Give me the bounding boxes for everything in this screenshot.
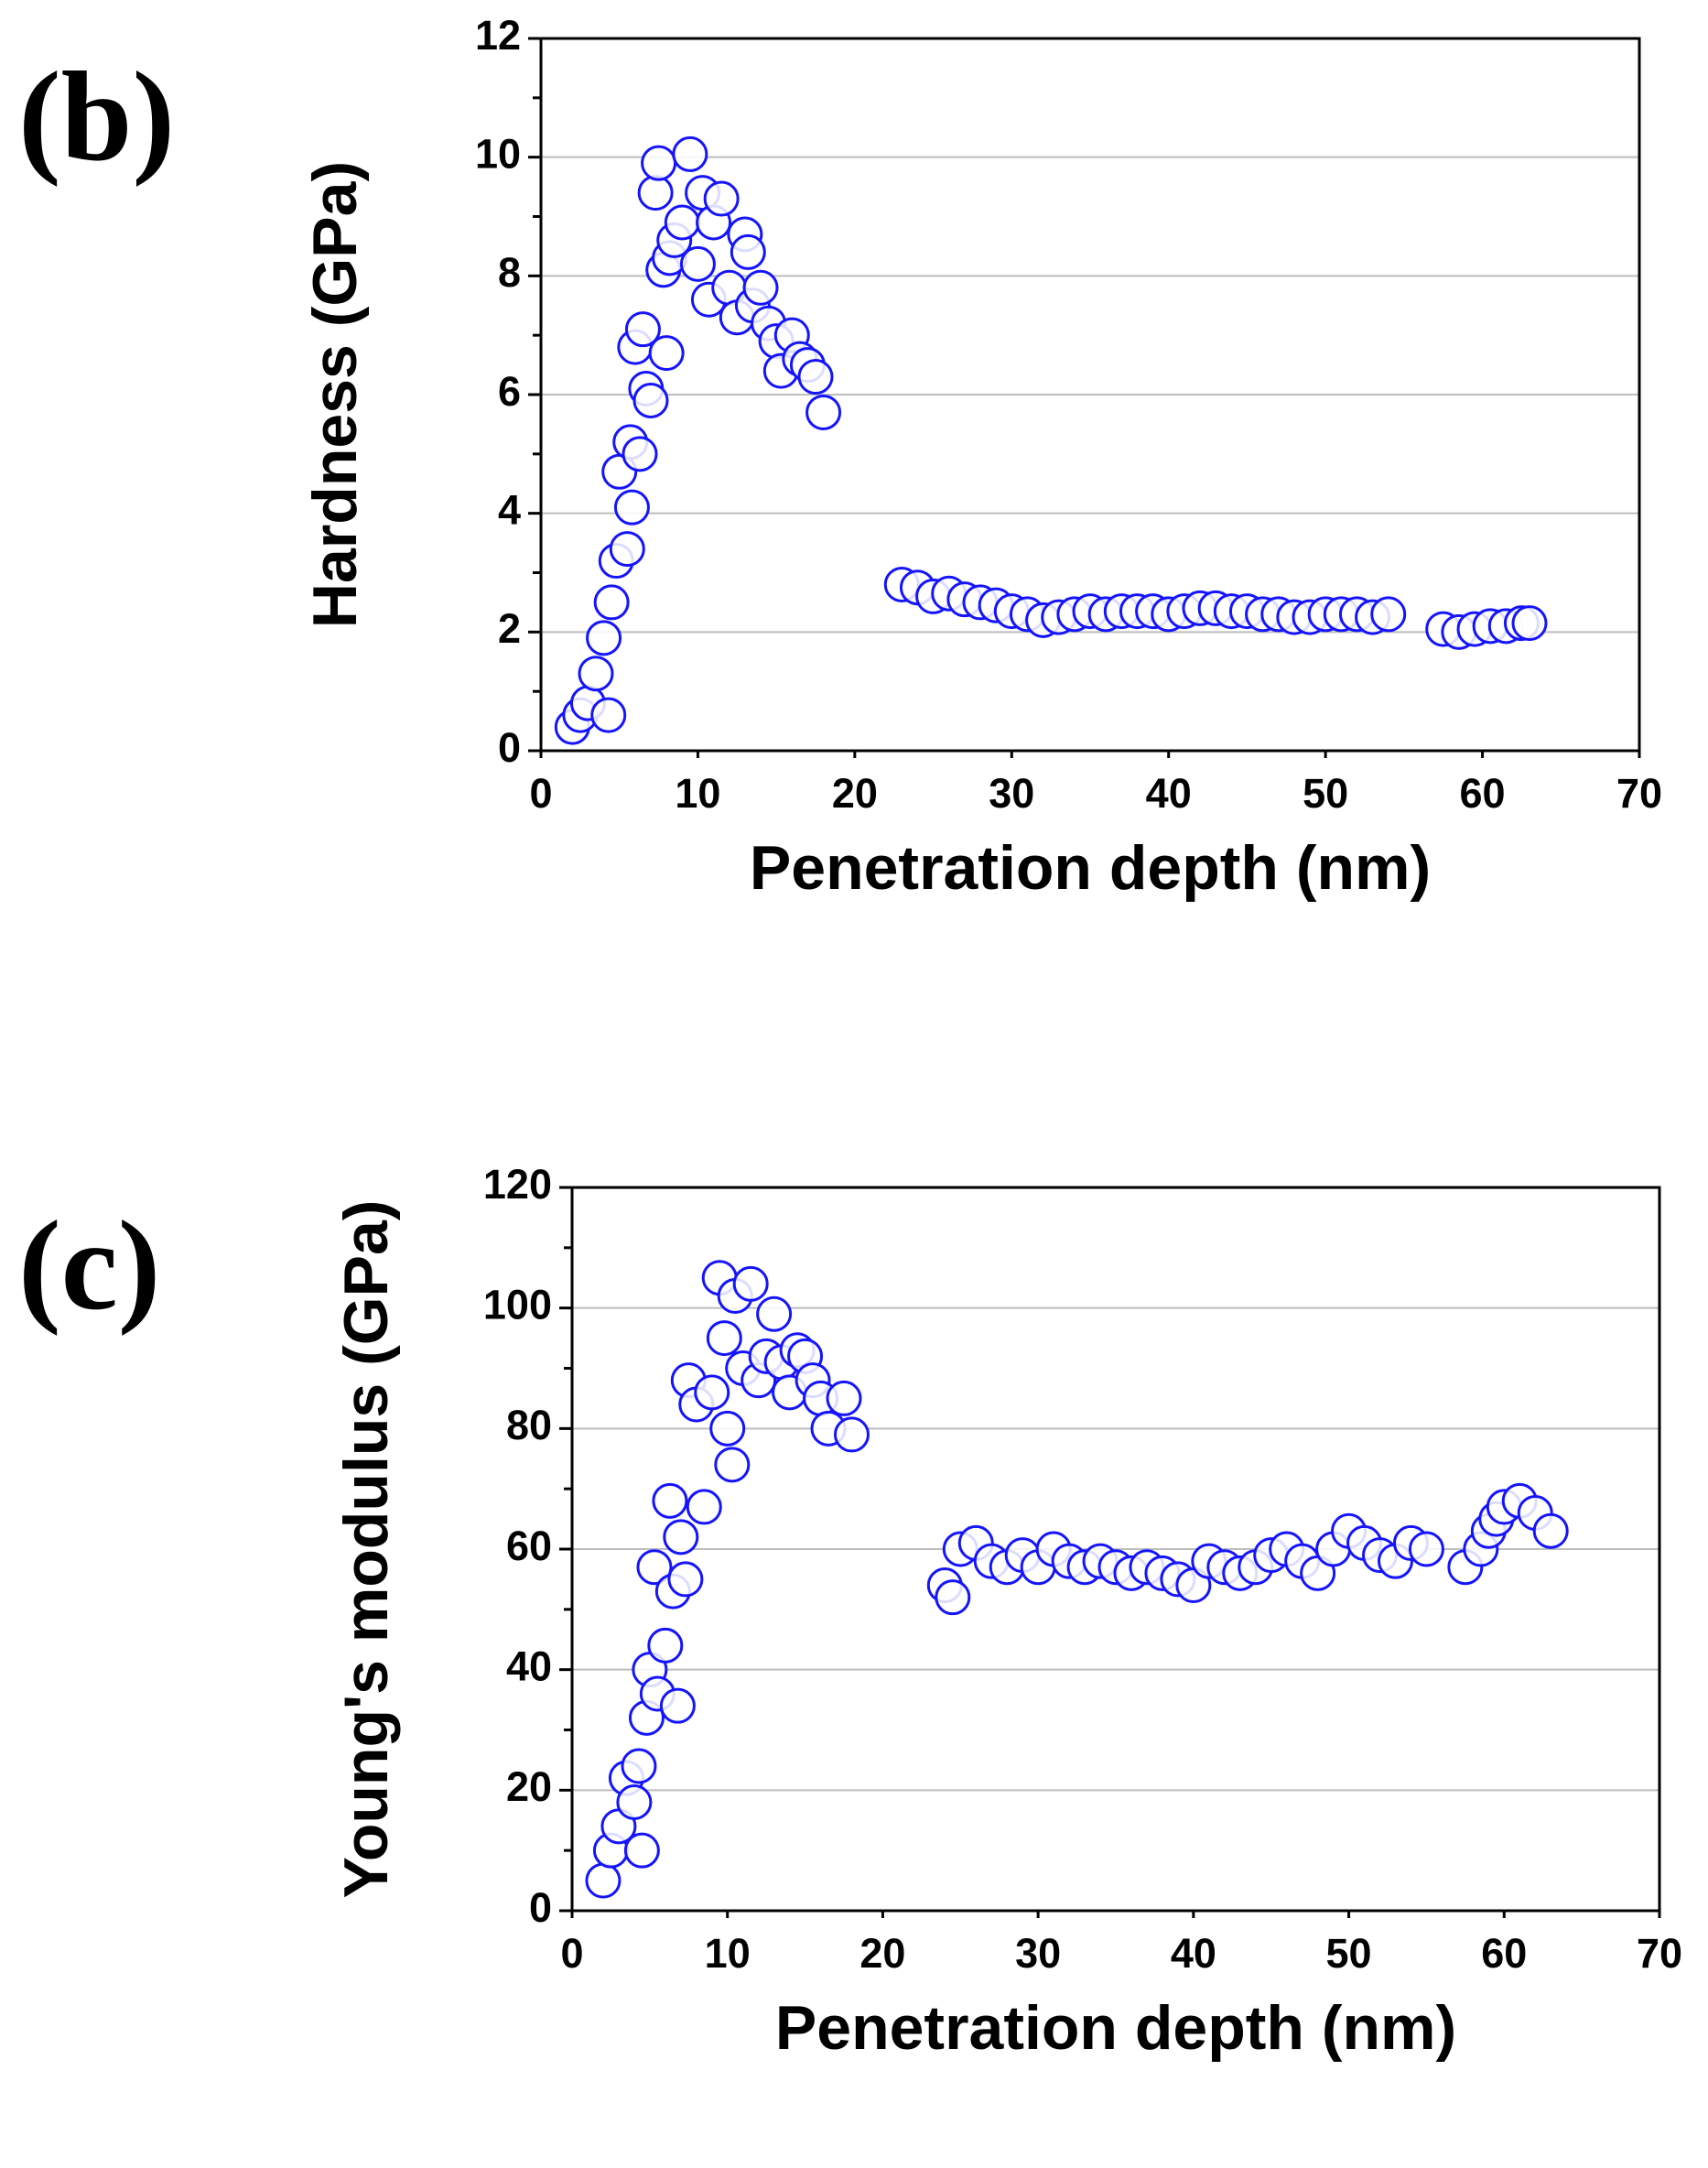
data-point — [706, 1320, 742, 1357]
data-point — [593, 584, 630, 621]
data-point — [714, 1447, 751, 1483]
data-point — [686, 1489, 722, 1525]
x-tick-label: 70 — [1616, 770, 1662, 817]
data-point — [590, 697, 627, 733]
data-point — [616, 1784, 653, 1820]
data-point — [667, 1561, 704, 1598]
data-point — [636, 1549, 673, 1586]
plot-frame — [570, 1186, 1661, 1913]
y-tick-label: 120 — [483, 1161, 552, 1208]
panel-label: (b) — [18, 46, 175, 188]
data-point — [730, 233, 766, 270]
x-tick-label: 60 — [1481, 1930, 1527, 1977]
data-point — [709, 1410, 746, 1447]
data-point — [648, 335, 685, 372]
x-tick-label: 10 — [705, 1930, 751, 1977]
data-point — [1370, 596, 1407, 633]
y-tick-label: 0 — [529, 1884, 552, 1931]
data-point — [935, 1579, 971, 1616]
data-point — [621, 1748, 657, 1784]
x-tick-label: 30 — [1015, 1930, 1061, 1977]
x-tick-label: 50 — [1303, 770, 1348, 817]
data-point — [805, 394, 842, 430]
y-tick-label: 2 — [498, 605, 521, 652]
data-point — [1511, 605, 1548, 642]
y-tick-label: 4 — [498, 487, 521, 534]
data-point — [1532, 1512, 1569, 1549]
y-tick-label: 20 — [506, 1763, 552, 1810]
x-tick-label: 30 — [989, 770, 1034, 817]
x-tick-label: 60 — [1460, 770, 1506, 817]
x-tick-label: 10 — [675, 770, 720, 817]
data-point — [732, 1265, 769, 1302]
data-point — [797, 359, 834, 396]
y-tick-label: 8 — [498, 249, 521, 296]
data-point — [637, 175, 674, 211]
y-tick-label: 0 — [498, 724, 521, 771]
data-point — [826, 1380, 862, 1416]
y-tick-label: 10 — [475, 131, 521, 178]
data-point — [632, 382, 669, 418]
data-point — [586, 620, 622, 656]
panel-label: (c) — [18, 1195, 160, 1337]
data-point — [659, 1687, 696, 1724]
x-tick-label: 50 — [1326, 1930, 1372, 1977]
y-axis-title: Young's modulus (GPa) — [331, 1200, 401, 1899]
data-point — [609, 531, 645, 568]
data-point — [613, 489, 650, 526]
x-tick-label: 0 — [560, 1930, 583, 1977]
data-point — [585, 1862, 622, 1899]
x-tick-label: 20 — [832, 770, 878, 817]
data-point — [647, 1627, 684, 1664]
data-point — [624, 311, 661, 348]
x-tick-label: 40 — [1146, 770, 1192, 817]
y-axis-title: Hardness (GPa) — [300, 161, 370, 628]
data-point — [703, 180, 740, 217]
x-axis-title: Penetration depth (nm) — [750, 833, 1431, 903]
data-point — [664, 204, 700, 241]
data-point — [756, 1295, 793, 1332]
x-tick-label: 40 — [1171, 1930, 1216, 1977]
data-point — [622, 436, 658, 472]
y-tick-label: 12 — [475, 12, 521, 59]
y-tick-label: 60 — [506, 1523, 552, 1569]
data-point — [672, 136, 708, 172]
y-tick-label: 80 — [506, 1402, 552, 1448]
y-tick-label: 6 — [498, 368, 521, 415]
y-tick-label: 40 — [506, 1643, 552, 1690]
data-point — [694, 1374, 730, 1411]
y-tick-label: 100 — [483, 1282, 552, 1328]
data-point — [833, 1416, 870, 1453]
data-point — [641, 145, 677, 181]
data-point — [679, 245, 716, 282]
data-point — [1408, 1531, 1444, 1567]
data-point — [623, 1832, 660, 1869]
plot-frame — [539, 37, 1641, 753]
data-point — [742, 269, 779, 306]
x-axis-title: Penetration depth (nm) — [775, 1993, 1456, 2063]
x-tick-label: 0 — [529, 770, 552, 817]
data-point — [663, 1519, 699, 1556]
x-tick-label: 70 — [1637, 1930, 1682, 1977]
data-point — [652, 1482, 688, 1519]
data-point — [578, 656, 614, 692]
x-tick-label: 20 — [859, 1930, 905, 1977]
